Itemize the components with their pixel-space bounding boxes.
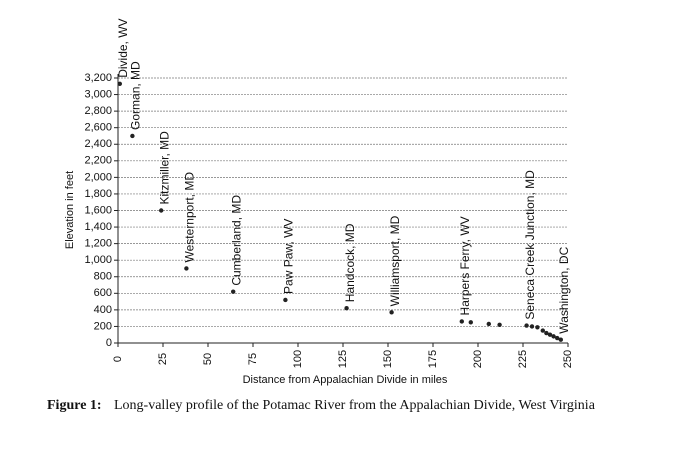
x-tick-label: 200: [472, 350, 484, 368]
y-tick-label: 2,000: [84, 171, 112, 183]
x-tick-label: 250: [562, 350, 574, 368]
x-tick-label: 50: [202, 353, 214, 365]
y-tick-label: 1,200: [84, 238, 112, 250]
y-tick-label: 1,400: [84, 221, 112, 233]
x-tick-label: 25: [157, 353, 169, 365]
point: [231, 289, 236, 294]
y-tick-label: 1,000: [84, 254, 112, 266]
point-label: Harpers Ferry, WV: [458, 216, 472, 315]
x-tick-label: 75: [247, 353, 259, 365]
y-tick-label: 3,000: [84, 88, 112, 100]
y-tick-label: 2,200: [84, 155, 112, 167]
y-tick-label: 3,200: [84, 72, 112, 84]
x-tick-label: 150: [382, 350, 394, 368]
point-label: Westernport, MD: [183, 172, 197, 263]
point: [389, 310, 394, 315]
x-tick-label: 125: [337, 350, 349, 368]
x-axis-label: Distance from Appalachian Divide in mile…: [243, 374, 448, 386]
point: [459, 319, 464, 324]
point: [486, 321, 491, 327]
point-label: Seneca Creek Junction, MD: [523, 170, 537, 320]
y-tick-label: 1,800: [84, 188, 112, 200]
point: [540, 328, 545, 333]
point: [544, 330, 549, 336]
point-label: Williamsport, MD: [388, 215, 402, 306]
point-label: Kitzmiller, MD: [157, 131, 171, 205]
figure-label: Figure 1:: [47, 398, 102, 413]
point: [283, 297, 288, 303]
y-tick-label: 0: [106, 337, 112, 349]
point: [344, 306, 349, 311]
point-label: Washington, DC: [557, 246, 571, 333]
y-tick-label: 600: [94, 287, 112, 299]
y-tick-label: 200: [94, 320, 112, 332]
point-label: Handcock, MD: [343, 223, 357, 302]
point-label: Gorman, MD: [129, 61, 143, 130]
y-tick-label: 800: [94, 271, 112, 283]
point-label: Paw Paw, WV: [282, 219, 296, 294]
point-label: Divide, WV: [116, 18, 130, 77]
y-axis-label: Elevation in feet: [64, 171, 76, 249]
point: [535, 325, 540, 330]
point: [497, 322, 502, 327]
point: [159, 208, 164, 213]
point: [555, 335, 560, 341]
point: [524, 323, 529, 328]
point: [468, 320, 473, 325]
point: [551, 334, 556, 339]
point: [130, 133, 135, 139]
x-tick-label: 175: [427, 350, 439, 368]
caption: Long-valley profile of the Potamac River…: [114, 398, 596, 413]
point: [117, 81, 123, 86]
point: [529, 324, 535, 329]
x-tick-label: 225: [517, 350, 529, 368]
y-tick-label: 1,600: [84, 204, 112, 216]
x-tick-label: 100: [292, 350, 304, 368]
point-label: Cumberland, MD: [229, 195, 243, 286]
point: [547, 332, 553, 337]
point: [184, 266, 189, 271]
point: [558, 337, 563, 342]
y-tick-label: 400: [94, 304, 112, 316]
y-tick-label: 2,400: [84, 138, 112, 150]
x-tick-label: 0: [112, 356, 124, 362]
y-tick-label: 2,800: [84, 105, 112, 117]
y-tick-label: 2,600: [84, 122, 112, 134]
